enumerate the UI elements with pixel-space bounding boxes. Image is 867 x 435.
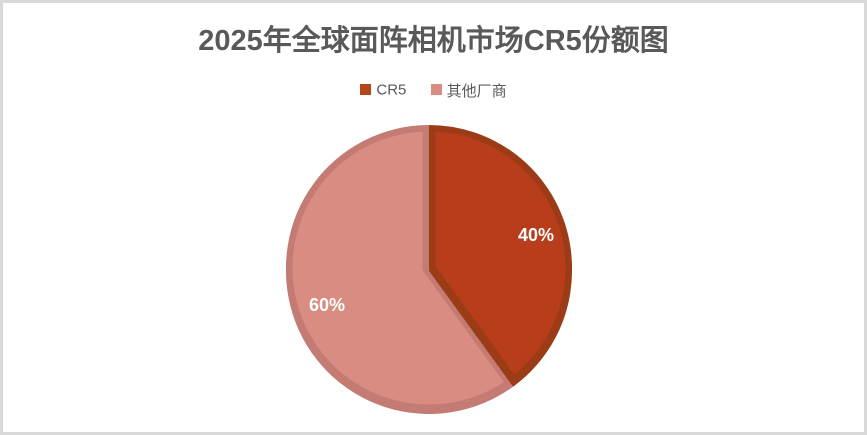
svg-text:60%: 60%: [309, 295, 345, 315]
svg-text:40%: 40%: [518, 225, 554, 245]
